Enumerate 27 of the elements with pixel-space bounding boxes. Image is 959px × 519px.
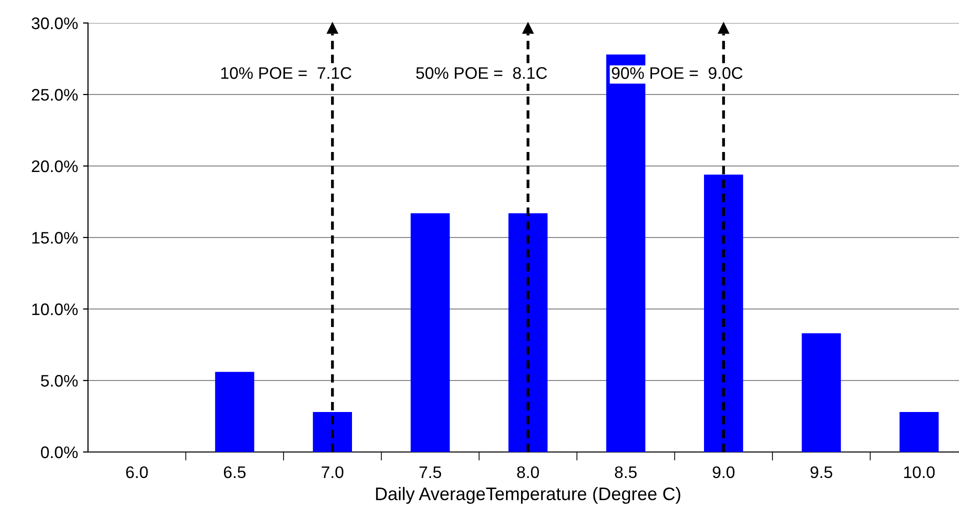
y-tick-label: 0.0% bbox=[40, 446, 78, 458]
y-tick-label: 10.0% bbox=[32, 303, 78, 316]
x-tick-label: 9.5 bbox=[810, 466, 832, 478]
x-tick-label: 6.0 bbox=[126, 466, 148, 478]
bar bbox=[900, 412, 939, 452]
y-tick-label: 30.0% bbox=[32, 17, 78, 30]
ref-line-label: 50% POE = 8.1C bbox=[416, 67, 547, 79]
x-tick-label: 10.0 bbox=[904, 466, 935, 478]
bar bbox=[215, 372, 254, 452]
bar bbox=[508, 213, 548, 452]
x-tick-label: 8.0 bbox=[517, 466, 539, 478]
bar bbox=[410, 213, 450, 452]
bar bbox=[802, 333, 841, 452]
ref-line-label: 10% POE = 7.1C bbox=[221, 67, 352, 79]
x-tick-label: 7.0 bbox=[322, 466, 344, 478]
x-tick-label: 8.5 bbox=[614, 466, 637, 478]
x-tick-label: 7.5 bbox=[419, 466, 442, 478]
x-axis-title: Daily AverageTemperature (Degree C) bbox=[376, 486, 680, 504]
y-tick-label: 15.0% bbox=[32, 232, 78, 244]
bar bbox=[312, 412, 352, 452]
bar bbox=[704, 174, 744, 452]
ref-line-label: 90% POE = 9.0C bbox=[612, 67, 742, 79]
y-tick-label: 5.0% bbox=[40, 374, 78, 387]
y-tick-label: 20.0% bbox=[32, 160, 78, 172]
x-tick-label: 6.5 bbox=[224, 466, 246, 478]
x-tick-label: 9.0 bbox=[712, 466, 734, 478]
y-tick-label: 25.0% bbox=[32, 88, 78, 101]
